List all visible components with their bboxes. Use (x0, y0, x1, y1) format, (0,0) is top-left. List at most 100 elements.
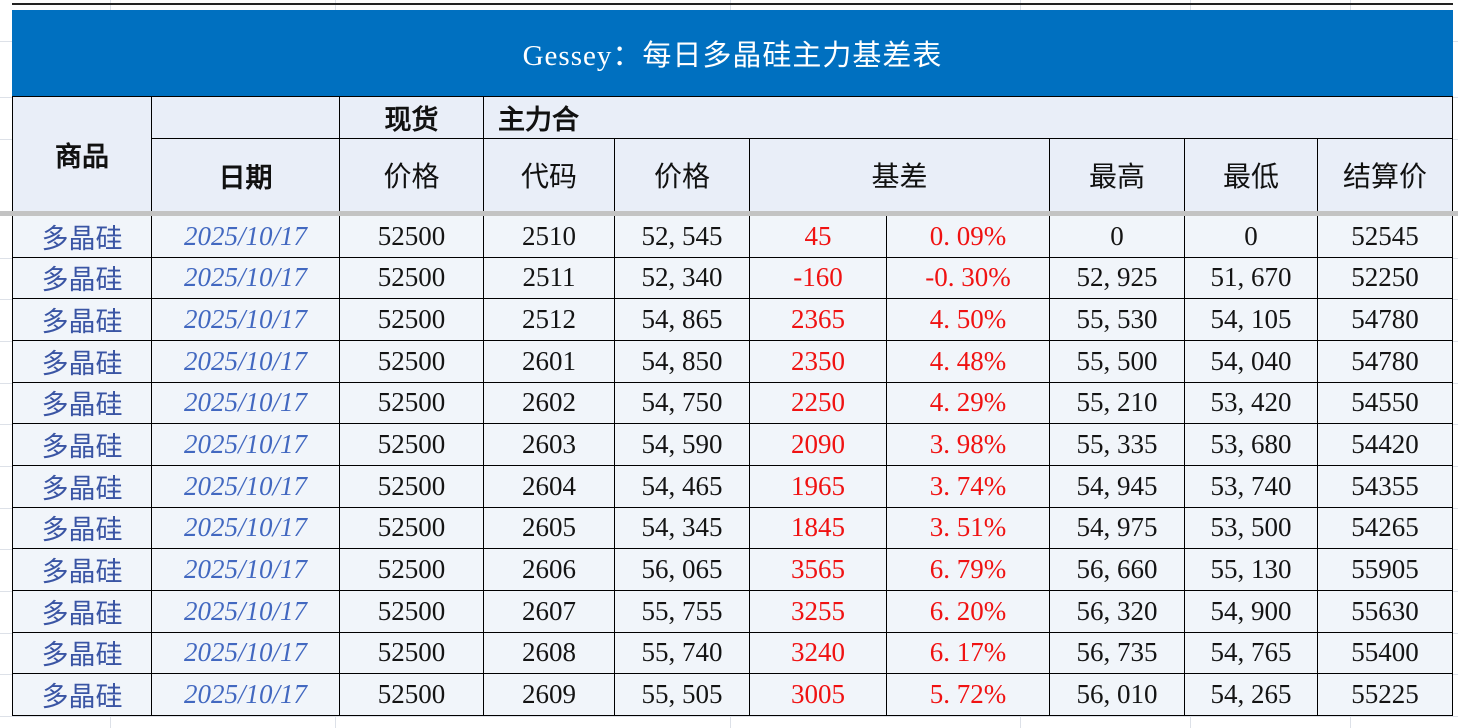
high-cell: 56, 010 (1050, 674, 1185, 715)
header-high: 最高 (1050, 139, 1185, 211)
sheet-gridline-horizontal (0, 716, 1458, 717)
commodity-cell: 多晶硅 (12, 674, 152, 715)
spot-price-cell: 52500 (340, 216, 484, 257)
header-low: 最低 (1185, 139, 1318, 211)
high-cell: 56, 735 (1050, 632, 1185, 674)
low-cell: 53, 740 (1185, 465, 1318, 507)
main-price-cell: 55, 740 (615, 632, 750, 674)
commodity-cell: 多晶硅 (12, 257, 152, 299)
contract-code-cell: 2511 (484, 257, 615, 299)
date-cell: 2025/10/17 (152, 590, 340, 632)
date-cell: 2025/10/17 (152, 257, 340, 299)
contract-code-cell: 2609 (484, 674, 615, 715)
basis-percent-cell: 4. 29% (887, 382, 1050, 424)
low-cell: 53, 500 (1185, 507, 1318, 549)
commodity-cell: 多晶硅 (12, 382, 152, 424)
date-cell: 2025/10/17 (152, 674, 340, 715)
high-cell: 55, 530 (1050, 299, 1185, 340)
header-spot-group: 现货 (340, 97, 484, 139)
table-row: 多晶硅 2025/10/17 52500 2601 54, 850 2350 4… (12, 340, 1453, 383)
table-row: 多晶硅 2025/10/17 52500 2609 55, 505 3005 5… (12, 674, 1453, 716)
commodity-cell: 多晶硅 (12, 590, 152, 632)
settle-cell: 54355 (1318, 465, 1453, 507)
basis-value-cell: 3255 (750, 590, 887, 632)
basis-percent-cell: 6. 20% (887, 590, 1050, 632)
table-row: 多晶硅 2025/10/17 52500 2602 54, 750 2250 4… (12, 382, 1453, 425)
low-cell: 54, 765 (1185, 632, 1318, 674)
basis-value-cell: 2365 (750, 299, 887, 340)
basis-value-cell: 3005 (750, 674, 887, 715)
frozen-pane-divider (0, 211, 1458, 216)
contract-code-cell: 2608 (484, 632, 615, 674)
commodity-cell: 多晶硅 (12, 632, 152, 674)
spot-price-cell: 52500 (340, 382, 484, 424)
sheet-top-border (12, 3, 1453, 5)
basis-value-cell: 2250 (750, 382, 887, 424)
settle-cell: 54780 (1318, 340, 1453, 382)
low-cell: 54, 900 (1185, 590, 1318, 632)
table-row: 多晶硅 2025/10/17 52500 2607 55, 755 3255 6… (12, 590, 1453, 633)
spot-price-cell: 52500 (340, 549, 484, 590)
settle-cell: 55905 (1318, 549, 1453, 590)
main-price-cell: 54, 750 (615, 382, 750, 424)
spot-price-cell: 52500 (340, 299, 484, 340)
basis-percent-cell: 4. 50% (887, 299, 1050, 340)
basis-value-cell: -160 (750, 257, 887, 299)
basis-percent-cell: 3. 74% (887, 465, 1050, 507)
commodity-cell: 多晶硅 (12, 549, 152, 590)
date-cell: 2025/10/17 (152, 382, 340, 424)
high-cell: 55, 335 (1050, 424, 1185, 465)
settle-cell: 55225 (1318, 674, 1453, 715)
commodity-cell: 多晶硅 (12, 340, 152, 382)
settle-cell: 54550 (1318, 382, 1453, 424)
high-cell: 54, 945 (1050, 465, 1185, 507)
date-cell: 2025/10/17 (152, 549, 340, 590)
date-cell: 2025/10/17 (152, 632, 340, 674)
spot-price-cell: 52500 (340, 590, 484, 632)
basis-percent-cell: 5. 72% (887, 674, 1050, 715)
spot-price-cell: 52500 (340, 632, 484, 674)
spot-price-cell: 52500 (340, 257, 484, 299)
date-cell: 2025/10/17 (152, 465, 340, 507)
contract-code-cell: 2602 (484, 382, 615, 424)
basis-value-cell: 1845 (750, 507, 887, 549)
table-row: 多晶硅 2025/10/17 52500 2604 54, 465 1965 3… (12, 465, 1453, 508)
table-row: 多晶硅 2025/10/17 52500 2608 55, 740 3240 6… (12, 632, 1453, 675)
main-price-cell: 54, 345 (615, 507, 750, 549)
basis-value-cell: 3565 (750, 549, 887, 590)
header-contract-code: 代码 (484, 139, 615, 211)
low-cell: 54, 265 (1185, 674, 1318, 715)
basis-value-cell: 2090 (750, 424, 887, 465)
settle-cell: 54780 (1318, 299, 1453, 340)
basis-percent-cell: -0. 30% (887, 257, 1050, 299)
table-row: 多晶硅 2025/10/17 52500 2510 52, 545 45 0. … (12, 216, 1453, 258)
basis-value-cell: 1965 (750, 465, 887, 507)
spot-price-cell: 52500 (340, 674, 484, 715)
contract-code-cell: 2606 (484, 549, 615, 590)
low-cell: 53, 680 (1185, 424, 1318, 465)
contract-code-cell: 2604 (484, 465, 615, 507)
main-price-cell: 55, 505 (615, 674, 750, 715)
header-date: 日期 (152, 139, 340, 211)
basis-value-cell: 2350 (750, 340, 887, 382)
main-price-cell: 52, 340 (615, 257, 750, 299)
main-price-cell: 56, 065 (615, 549, 750, 590)
settle-cell: 54265 (1318, 507, 1453, 549)
low-cell: 54, 105 (1185, 299, 1318, 340)
basis-percent-cell: 4. 48% (887, 340, 1050, 382)
main-price-cell: 54, 865 (615, 299, 750, 340)
main-price-cell: 52, 545 (615, 216, 750, 257)
header-blank-cell (152, 97, 340, 139)
table-row: 多晶硅 2025/10/17 52500 2512 54, 865 2365 4… (12, 299, 1453, 341)
spot-price-cell: 52500 (340, 465, 484, 507)
main-price-cell: 54, 850 (615, 340, 750, 382)
table-row: 多晶硅 2025/10/17 52500 2603 54, 590 2090 3… (12, 424, 1453, 466)
contract-code-cell: 2607 (484, 590, 615, 632)
commodity-cell: 多晶硅 (12, 216, 152, 257)
settle-cell: 55630 (1318, 590, 1453, 632)
main-price-cell: 54, 590 (615, 424, 750, 465)
basis-percent-cell: 3. 98% (887, 424, 1050, 465)
basis-value-cell: 45 (750, 216, 887, 257)
date-cell: 2025/10/17 (152, 216, 340, 257)
table-row: 多晶硅 2025/10/17 52500 2511 52, 340 -160 -… (12, 257, 1453, 300)
